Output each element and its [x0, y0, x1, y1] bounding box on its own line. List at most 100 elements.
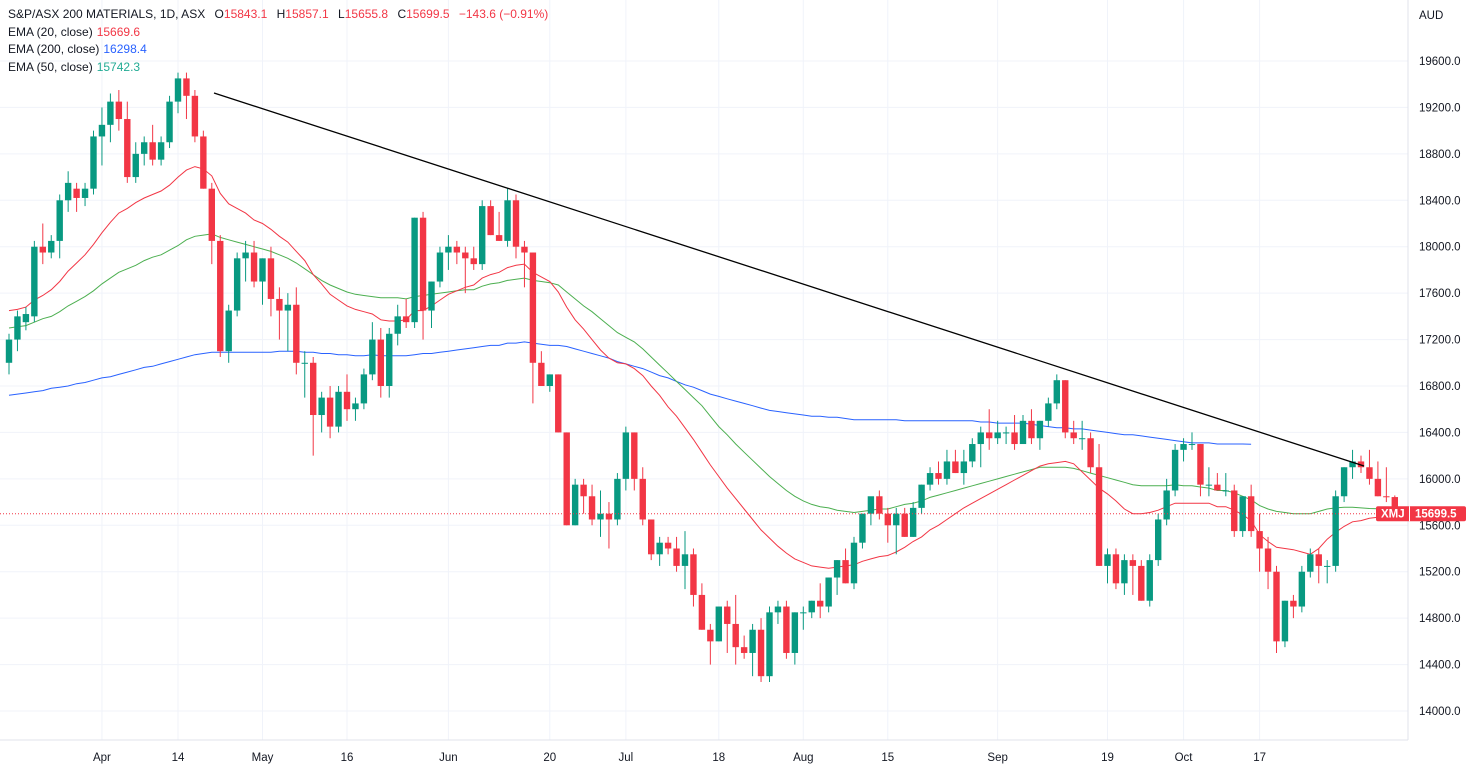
- candle: [656, 536, 663, 566]
- candle-body: [1121, 560, 1128, 584]
- open-label: O: [214, 7, 224, 21]
- candle-body: [436, 252, 444, 282]
- candle: [250, 240, 258, 288]
- candle-body: [698, 594, 706, 630]
- candle-body: [343, 391, 351, 410]
- candle: [1045, 397, 1052, 427]
- candle-body: [14, 316, 21, 340]
- ema200-line: [8, 341, 1252, 445]
- candle: [926, 467, 934, 491]
- candle-body: [1146, 560, 1153, 601]
- candle-body: [1256, 531, 1263, 549]
- candle-body: [631, 432, 638, 479]
- candle: [555, 374, 562, 433]
- candle-body: [1264, 548, 1272, 572]
- candle: [605, 502, 613, 549]
- candle: [622, 426, 630, 491]
- candle-body: [1002, 432, 1010, 434]
- ema50-legend[interactable]: EMA (50, close) 15742.3: [8, 59, 548, 77]
- candle-body: [22, 314, 30, 323]
- candle-body: [1290, 600, 1297, 607]
- candle: [571, 478, 579, 526]
- candle-body: [1231, 490, 1238, 532]
- symbol-title: S&P/ASX 200 MATERIALS, 1D, ASX: [8, 7, 206, 21]
- candle: [935, 461, 942, 485]
- candle-body: [1036, 420, 1044, 439]
- candle: [343, 374, 351, 421]
- candle-body: [1374, 478, 1382, 497]
- trendline[interactable]: [213, 92, 1365, 467]
- high-label: H: [276, 7, 286, 21]
- y-tick-label: 18400.0: [1419, 195, 1461, 207]
- candle-body: [48, 240, 55, 253]
- candle-body: [715, 606, 722, 642]
- candle-body: [470, 258, 477, 265]
- candle: [411, 217, 418, 328]
- candle-body: [233, 258, 241, 311]
- candle-body: [859, 513, 866, 543]
- candle-body: [402, 316, 410, 323]
- candle: [1070, 420, 1077, 445]
- candle: [107, 93, 114, 143]
- candle-body: [876, 496, 883, 514]
- candle: [986, 409, 993, 450]
- candle: [1214, 473, 1221, 491]
- time-axis[interactable]: Apr 14 May 16 Jun 20 Jul 18 Aug 15 Sep 19 Oct 17: [0, 739, 1408, 764]
- candle: [174, 72, 182, 114]
- candle: [757, 618, 765, 682]
- candle: [276, 287, 283, 340]
- ema200-legend[interactable]: EMA (200, close) 16298.4: [8, 41, 548, 59]
- candle: [81, 182, 89, 207]
- close-value: 15699.5: [406, 7, 450, 21]
- candle: [1298, 565, 1306, 613]
- candle-body: [571, 484, 579, 526]
- candle-body: [546, 374, 553, 386]
- candle: [436, 246, 444, 288]
- candle: [504, 188, 511, 247]
- ema200-label: EMA (200, close): [8, 42, 100, 56]
- candle-body: [242, 252, 249, 259]
- candle: [149, 124, 156, 166]
- last-price-symbol: XMJ: [1381, 509, 1405, 521]
- candle: [377, 327, 384, 398]
- candle: [960, 449, 968, 485]
- price-axis[interactable]: 14000.0 14400.0 14800.0 15200.0 15600.0 16000…: [1407, 0, 1461, 740]
- candle-body: [1205, 484, 1213, 486]
- candle-body: [926, 473, 934, 485]
- candle-body: [1171, 449, 1179, 491]
- candle: [225, 304, 232, 363]
- candle: [1078, 420, 1086, 450]
- candle: [1112, 548, 1120, 590]
- candle-body: [664, 542, 672, 549]
- candle-body: [1340, 467, 1348, 497]
- candle-body: [732, 623, 739, 648]
- high-value: 15857.1: [285, 7, 329, 21]
- candle-body: [1104, 554, 1111, 566]
- candle-body: [1315, 554, 1322, 566]
- candle: [183, 72, 190, 120]
- candle: [386, 327, 393, 398]
- candle-body: [1188, 444, 1196, 446]
- candle: [98, 107, 106, 166]
- candle: [1197, 444, 1204, 497]
- candle-body: [538, 362, 545, 386]
- candle: [1163, 478, 1170, 526]
- ema20-legend[interactable]: EMA (20, close) 15669.6: [8, 24, 548, 42]
- candle-body: [1298, 571, 1306, 607]
- candle-body: [183, 78, 190, 96]
- candle-body: [132, 153, 139, 178]
- x-tick-label: 14: [172, 752, 185, 764]
- y-tick-label: 17600.0: [1419, 288, 1461, 300]
- candle-body: [1163, 490, 1170, 520]
- candle: [639, 467, 646, 526]
- candle-body: [1366, 467, 1373, 479]
- candle-body: [1324, 565, 1331, 567]
- y-tick-label: 17200.0: [1419, 335, 1461, 347]
- candle-body: [504, 200, 511, 241]
- ema50-value: 15742.3: [96, 59, 141, 74]
- candle-body: [1011, 432, 1018, 445]
- candle-body: [969, 444, 976, 462]
- candle: [335, 386, 342, 433]
- candle: [369, 322, 376, 381]
